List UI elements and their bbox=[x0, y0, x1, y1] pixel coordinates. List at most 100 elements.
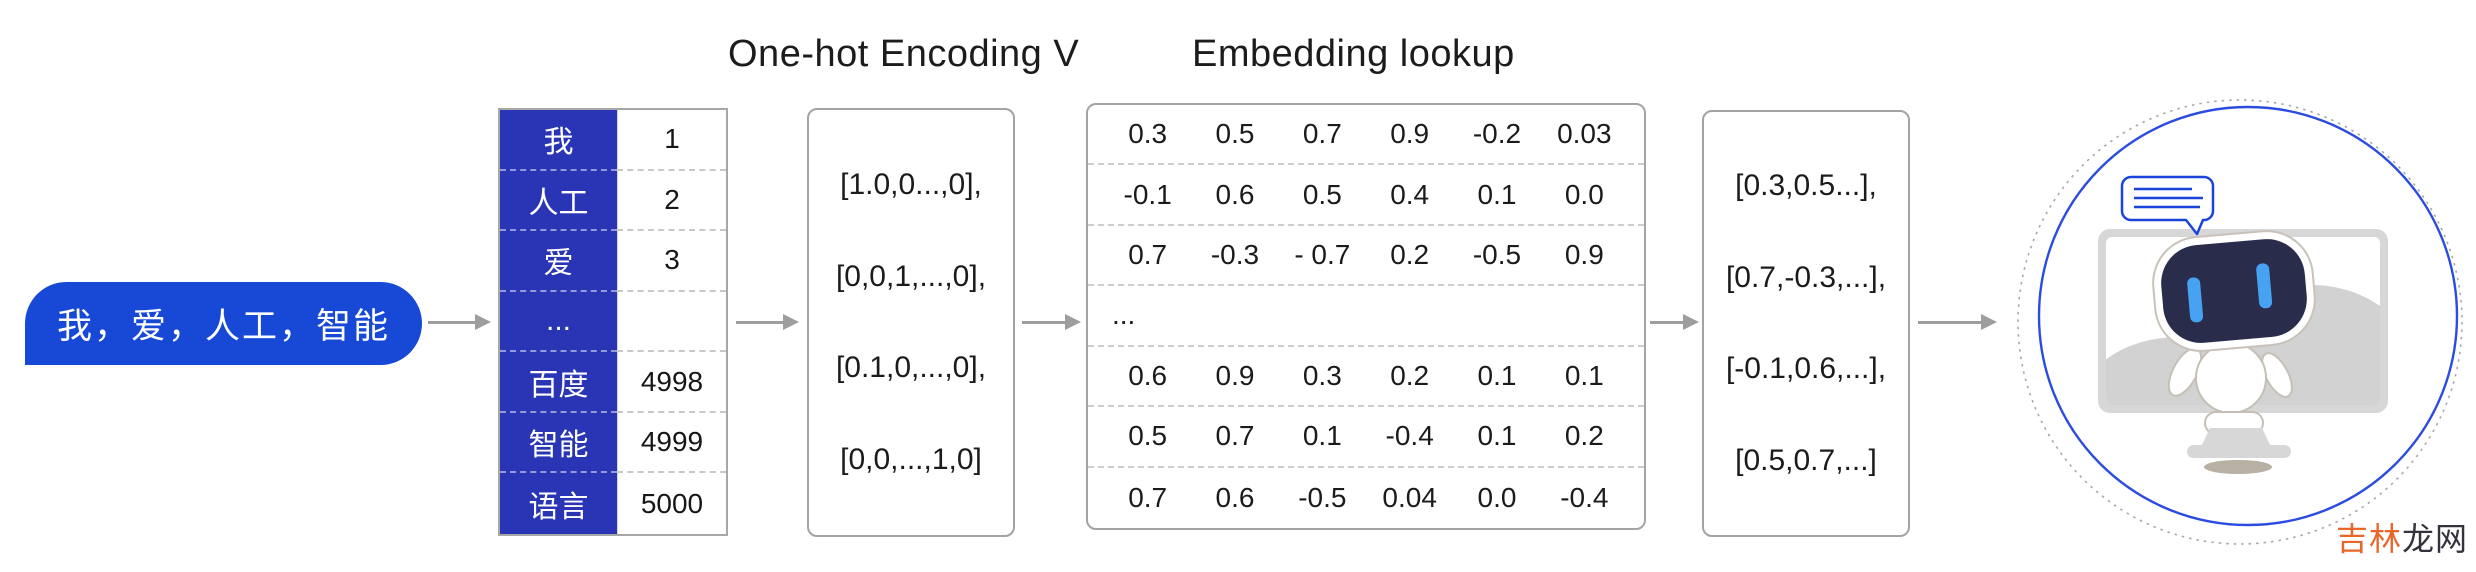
speech-bubble-icon bbox=[2120, 175, 2215, 236]
matrix-cell: 0.03 bbox=[1557, 118, 1612, 150]
matrix-cell: 0.6 bbox=[1128, 359, 1168, 391]
matrix-cell: -0.5 bbox=[1298, 481, 1347, 513]
vocab-id-cell: 2 bbox=[617, 170, 726, 232]
matrix-cell: 0.2 bbox=[1564, 420, 1604, 452]
matrix-cell: 0.0 bbox=[1477, 481, 1517, 513]
embedding-lookup-title: Embedding lookup bbox=[1192, 33, 1515, 75]
vocab-table-row: 百度 4998 bbox=[500, 352, 726, 413]
robot-head-icon bbox=[2152, 230, 2316, 352]
matrix-row: 0.6 0.9 0.3 0.2 0.1 0.1 bbox=[1088, 347, 1644, 408]
watermark-dark-text: 龙网 bbox=[2402, 521, 2469, 557]
onehot-vector: [1.0,0...,0], bbox=[840, 167, 982, 201]
matrix-cell: 0.1 bbox=[1477, 420, 1517, 452]
matrix-row: -0.1 0.6 0.5 0.4 0.1 0.0 bbox=[1088, 165, 1644, 226]
matrix-cell: ... bbox=[1112, 299, 1136, 331]
matrix-cell: 0.1 bbox=[1302, 420, 1342, 452]
matrix-row: ... bbox=[1088, 286, 1644, 347]
matrix-cell: 0.7 bbox=[1302, 118, 1342, 150]
vocab-word-cell: 智能 bbox=[500, 412, 617, 474]
matrix-cell: 0.1 bbox=[1564, 359, 1604, 391]
matrix-cell: 0.5 bbox=[1215, 118, 1255, 150]
vocab-table-row: 语言 5000 bbox=[500, 473, 726, 534]
arrowhead-icon bbox=[1981, 314, 1997, 330]
output-vector: [0.5,0.7,...] bbox=[1735, 443, 1877, 477]
output-vector: [0.3,0.5...], bbox=[1735, 169, 1877, 203]
matrix-cell: 0.04 bbox=[1382, 481, 1437, 513]
flow-arrow-icon bbox=[428, 314, 491, 330]
matrix-cell: 0.0 bbox=[1564, 178, 1604, 210]
matrix-cell: 0.7 bbox=[1215, 420, 1255, 452]
matrix-cell: 0.3 bbox=[1128, 118, 1168, 150]
input-sentence-text: 我，爱，人工，智能 bbox=[56, 307, 390, 346]
robot-arm-right bbox=[2261, 352, 2293, 398]
robot-illustration bbox=[2017, 99, 2463, 545]
flow-arrow-icon bbox=[1650, 314, 1699, 330]
onehot-encoding-title: One-hot Encoding V bbox=[728, 33, 1080, 75]
robot-body bbox=[2195, 342, 2267, 414]
onehot-vector: [0,0,1,...,0], bbox=[835, 259, 987, 293]
onehot-vectors-box: [1.0,0...,0], [0,0,1,...,0], [0.1,0,...,0]… bbox=[807, 108, 1015, 537]
onehot-vector: [0,0,...,1,0] bbox=[840, 443, 982, 477]
matrix-cell: 0.9 bbox=[1390, 118, 1430, 150]
output-vector: [-0.1,0.6,...], bbox=[1725, 352, 1887, 386]
watermark: 吉林龙网 bbox=[2336, 514, 2468, 560]
vocab-id-cell: 5000 bbox=[617, 473, 726, 534]
flow-arrow-icon bbox=[1918, 314, 1997, 330]
matrix-cell: 0.2 bbox=[1390, 239, 1430, 271]
matrix-row: 0.3 0.5 0.7 0.9 -0.2 0.03 bbox=[1088, 105, 1644, 166]
matrix-cell: -0.4 bbox=[1560, 481, 1609, 513]
matrix-cell: - 0.7 bbox=[1294, 239, 1351, 271]
matrix-cell: 0.9 bbox=[1564, 239, 1604, 271]
monitor-base-icon bbox=[2187, 445, 2291, 458]
matrix-cell: 0.1 bbox=[1477, 178, 1517, 210]
matrix-cell: 0.3 bbox=[1302, 359, 1342, 391]
vocab-table-row: 智能 4999 bbox=[500, 412, 726, 474]
output-vectors-box: [0.3,0.5...], [0.7,-0.3,...], [-0.1,0.6,..… bbox=[1702, 110, 1910, 537]
vocab-word-cell: 百度 bbox=[500, 352, 617, 413]
matrix-cell: 0.1 bbox=[1477, 359, 1517, 391]
arrowhead-icon bbox=[475, 314, 491, 330]
vocab-id-cell: 4999 bbox=[617, 412, 726, 474]
matrix-cell: -0.1 bbox=[1123, 178, 1172, 210]
matrix-cell: -0.3 bbox=[1210, 239, 1260, 271]
onehot-vector: [0.1,0,...,0], bbox=[835, 351, 987, 385]
robot-eye-right bbox=[2256, 263, 2273, 309]
input-sentence-pill: 我，爱，人工，智能 bbox=[25, 282, 422, 365]
arrowhead-icon bbox=[1065, 314, 1081, 330]
flow-arrow-icon bbox=[736, 314, 799, 330]
matrix-row: 0.5 0.7 0.1 -0.4 0.1 0.2 bbox=[1088, 407, 1644, 468]
matrix-cell: 0.7 bbox=[1128, 239, 1168, 271]
watermark-orange-text: 吉林 bbox=[2336, 521, 2403, 557]
vocab-id-cell: 1 bbox=[617, 110, 726, 171]
vocab-word-cell: ... bbox=[500, 291, 617, 353]
matrix-cell: -0.4 bbox=[1385, 420, 1434, 452]
vocab-word-cell: 人工 bbox=[500, 170, 617, 232]
vocab-word-cell: 爱 bbox=[500, 231, 617, 292]
matrix-cell: 0.5 bbox=[1302, 178, 1342, 210]
matrix-row: 0.7 0.6 -0.5 0.04 0.0 -0.4 bbox=[1088, 468, 1644, 528]
vocab-table-row: ... bbox=[500, 291, 726, 353]
vocab-id-cell: 3 bbox=[617, 231, 726, 292]
vocab-table: 我 1 人工 2 爱 3... 百度 4998 智能 4999 语言 5000 bbox=[498, 108, 728, 536]
vocab-word-cell: 我 bbox=[500, 110, 617, 171]
embedding-matrix-box: 0.3 0.5 0.7 0.9 -0.2 0.03 -0.1 0.6 0.5 0.4 0.1 0.0 0… bbox=[1086, 103, 1646, 530]
vocab-table-row: 人工 2 bbox=[500, 170, 726, 232]
arrowhead-icon bbox=[1683, 314, 1699, 330]
matrix-cell: 0.2 bbox=[1390, 359, 1430, 391]
matrix-cell: -0.5 bbox=[1472, 239, 1522, 271]
matrix-cell: 0.4 bbox=[1390, 178, 1430, 210]
dotted-circle-icon bbox=[2017, 99, 2463, 545]
vocab-id-cell: 4998 bbox=[617, 352, 726, 413]
matrix-row: 0.7 -0.3 - 0.7 0.2 -0.5 0.9 bbox=[1088, 226, 1644, 287]
floor-shadow bbox=[2204, 460, 2272, 474]
flow-arrow-icon bbox=[1022, 314, 1081, 330]
robot-eye-left bbox=[2187, 277, 2204, 323]
arrowhead-icon bbox=[783, 314, 799, 330]
matrix-cell: 0.6 bbox=[1215, 178, 1255, 210]
monitor-stand-icon bbox=[2200, 428, 2272, 449]
matrix-cell: 0.6 bbox=[1215, 481, 1255, 513]
matrix-cell: 0.9 bbox=[1215, 359, 1255, 391]
